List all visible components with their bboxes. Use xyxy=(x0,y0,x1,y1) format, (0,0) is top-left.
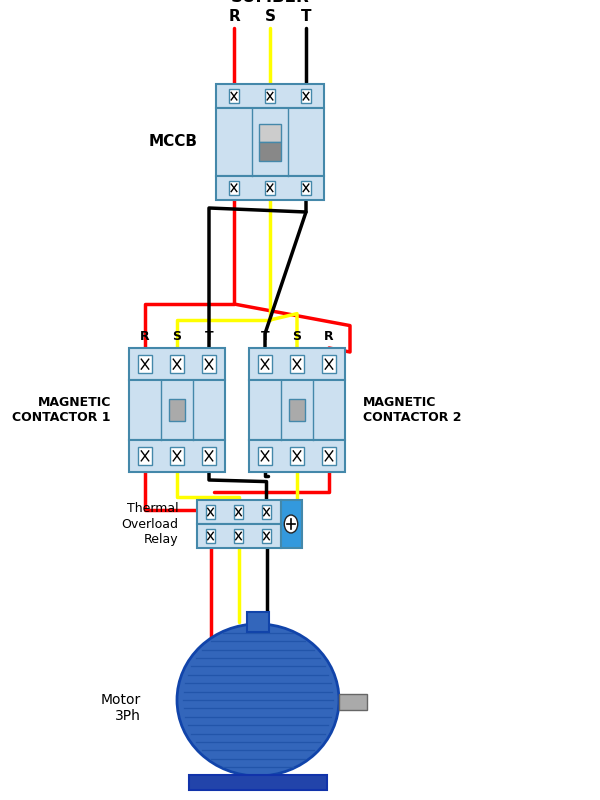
Text: T: T xyxy=(205,330,214,343)
Bar xyxy=(233,530,244,542)
Bar xyxy=(197,524,281,548)
Bar xyxy=(259,355,272,373)
Bar xyxy=(169,398,185,422)
Bar xyxy=(216,108,324,176)
Bar xyxy=(202,355,215,373)
Bar xyxy=(189,775,327,790)
Bar xyxy=(259,124,281,142)
Text: Motor
3Ph: Motor 3Ph xyxy=(101,693,141,723)
Bar xyxy=(262,530,271,542)
Bar xyxy=(139,447,152,465)
Text: S: S xyxy=(173,330,182,343)
Text: SUMBER: SUMBER xyxy=(230,0,310,6)
Text: R: R xyxy=(324,330,334,343)
Bar xyxy=(129,380,225,440)
Text: MAGNETIC
CONTACTOR 1: MAGNETIC CONTACTOR 1 xyxy=(13,396,111,424)
Text: MCCB: MCCB xyxy=(149,134,198,150)
Bar xyxy=(216,84,324,108)
Bar xyxy=(281,500,302,548)
Text: R: R xyxy=(140,330,150,343)
Bar xyxy=(290,355,304,373)
Bar xyxy=(265,181,275,194)
Ellipse shape xyxy=(177,624,339,776)
Bar xyxy=(229,90,239,103)
Bar xyxy=(249,380,345,440)
Text: T: T xyxy=(301,9,311,24)
Bar xyxy=(322,447,335,465)
Bar xyxy=(301,90,311,103)
Bar xyxy=(259,142,281,161)
Text: Thermal
Overload
Relay: Thermal Overload Relay xyxy=(121,502,179,546)
Bar xyxy=(322,355,335,373)
Bar xyxy=(206,506,215,518)
Bar xyxy=(216,176,324,200)
Bar xyxy=(290,447,304,465)
Bar xyxy=(265,90,275,103)
Bar xyxy=(139,355,152,373)
Bar xyxy=(233,506,244,518)
Bar xyxy=(229,181,239,194)
Circle shape xyxy=(284,515,298,533)
Bar xyxy=(247,612,269,632)
Bar xyxy=(202,447,215,465)
Bar xyxy=(262,506,271,518)
Bar xyxy=(170,447,184,465)
Bar xyxy=(249,440,345,472)
Bar xyxy=(206,530,215,542)
Bar xyxy=(170,355,184,373)
Bar xyxy=(129,440,225,472)
Bar xyxy=(259,447,272,465)
Bar xyxy=(289,398,305,422)
Bar xyxy=(249,348,345,380)
Text: T: T xyxy=(260,330,269,343)
Bar xyxy=(301,181,311,194)
Text: R: R xyxy=(228,9,240,24)
Text: MAGNETIC
CONTACTOR 2: MAGNETIC CONTACTOR 2 xyxy=(363,396,461,424)
Bar xyxy=(129,348,225,380)
Bar xyxy=(197,500,281,524)
Text: S: S xyxy=(265,9,275,24)
Text: S: S xyxy=(293,330,302,343)
Bar xyxy=(339,694,367,710)
